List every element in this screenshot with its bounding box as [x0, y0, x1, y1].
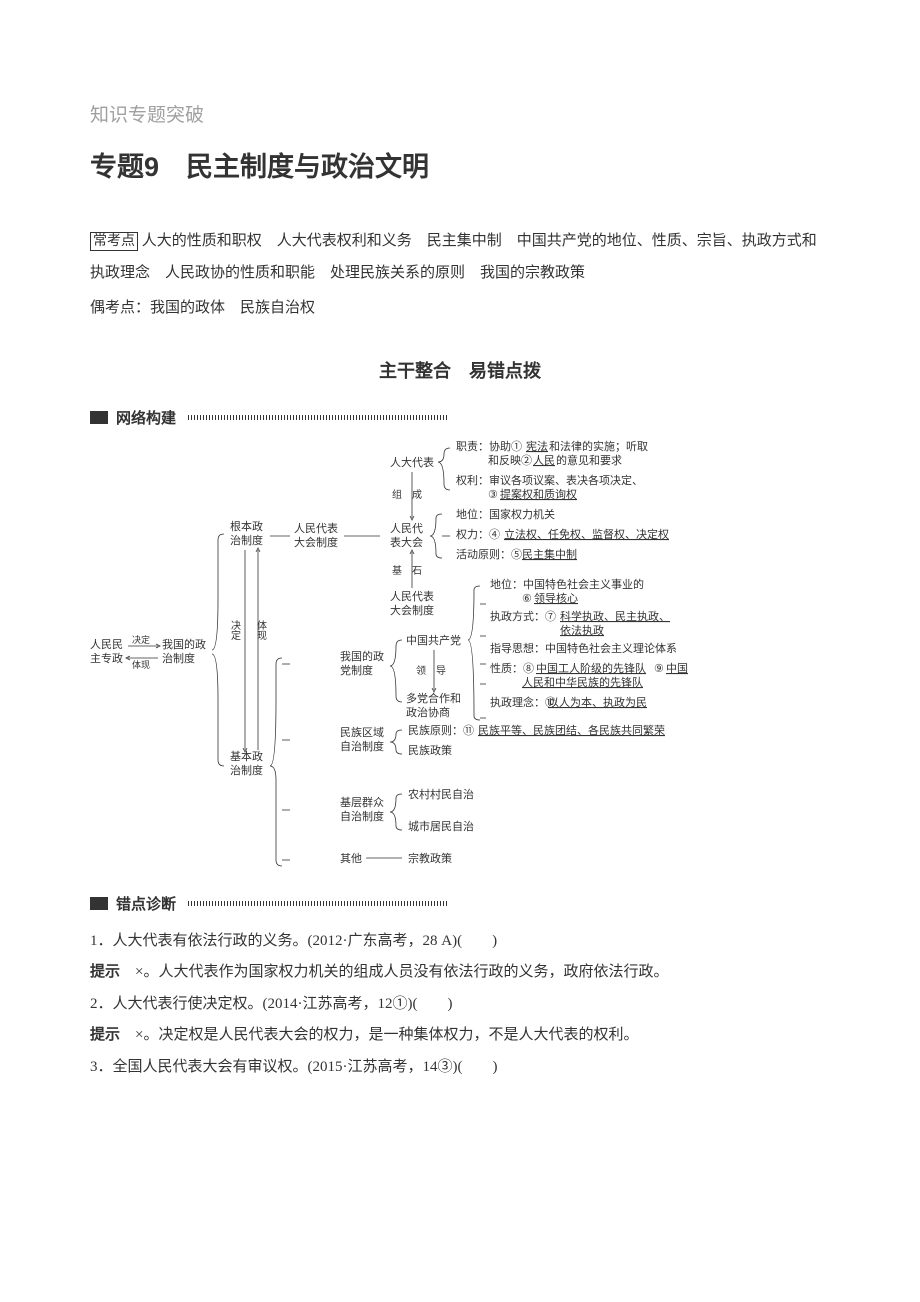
- subheader-errors-label: 错点诊断: [116, 893, 176, 914]
- svg-text:治制度: 治制度: [230, 763, 263, 777]
- svg-text:性质：⑧: 性质：⑧: [490, 661, 534, 675]
- svg-text:权利：审议各项议案、表决各项决定、: 权利：审议各项议案、表决各项决定、: [456, 473, 643, 487]
- svg-text:③: ③: [488, 489, 498, 501]
- svg-text:人民和中华民族的先锋队: 人民和中华民族的先锋队: [522, 675, 643, 689]
- svg-text:自治制度: 自治制度: [340, 809, 384, 823]
- svg-text:体现: 体现: [255, 619, 267, 639]
- svg-text:人民代表: 人民代表: [390, 589, 434, 603]
- subheader-network-label: 网络构建: [116, 407, 176, 428]
- subheader-network: 网络构建: [90, 407, 830, 428]
- svg-text:农村村民自治: 农村村民自治: [408, 787, 474, 801]
- frequent-text: 人大的性质和职权 人大代表权利和义务 民主集中制 中国共产党的地位、性质、宗旨、…: [90, 233, 817, 281]
- svg-text:的意见和要求: 的意见和要求: [556, 453, 622, 467]
- svg-text:提案权和质询权: 提案权和质询权: [500, 487, 577, 501]
- svg-text:人民: 人民: [533, 454, 555, 467]
- svg-text:中国工人阶级的先锋队: 中国工人阶级的先锋队: [536, 661, 646, 675]
- svg-text:依法执政: 依法执政: [560, 623, 604, 637]
- svg-text:政治协商: 政治协商: [406, 705, 450, 719]
- rare-text: 我国的政体 民族自治权: [150, 300, 315, 316]
- rare-points: 偶考点：我国的政体 民族自治权: [90, 293, 830, 325]
- breadcrumb: 知识专题突破: [90, 100, 830, 127]
- frequent-points: 常考点 人大的性质和职权 人大代表权利和义务 民主集中制 中国共产党的地位、性质…: [90, 226, 830, 289]
- page-title: 专题9 民主制度与政治文明: [90, 145, 830, 184]
- svg-text:根本政: 根本政: [230, 519, 263, 533]
- svg-text:治制度: 治制度: [162, 651, 195, 665]
- svg-text:领导核心: 领导核心: [534, 591, 578, 605]
- svg-text:民族原则：⑪: 民族原则：⑪: [408, 723, 474, 737]
- svg-text:民主集中制: 民主集中制: [522, 547, 577, 561]
- svg-text:大会制度: 大会制度: [390, 603, 434, 617]
- rare-label: 偶考点：: [90, 300, 150, 316]
- svg-text:表大会: 表大会: [390, 535, 423, 549]
- svg-text:人民民: 人民民: [90, 638, 123, 651]
- svg-text:立法权、任免权、监督权、决定权: 立法权、任免权、监督权、决定权: [504, 527, 669, 541]
- svg-text:权力：④: 权力：④: [456, 528, 500, 541]
- svg-text:执政方式：⑦: 执政方式：⑦: [490, 609, 556, 623]
- subheader-errors: 错点诊断: [90, 893, 830, 914]
- svg-text:中国共产党: 中国共产党: [406, 633, 461, 647]
- svg-text:指导思想：中国特色社会主义理论体系: 指导思想：中国特色社会主义理论体系: [490, 641, 677, 655]
- frequent-label: 常考点: [90, 232, 138, 251]
- svg-text:宗教政策: 宗教政策: [408, 851, 452, 865]
- square-icon: [90, 897, 108, 910]
- svg-text:和反映②: 和反映②: [488, 454, 532, 467]
- qa-q-2: 2．人大代表行使决定权。(2014·江苏高考，12①)( ): [90, 989, 830, 1021]
- svg-text:民族政策: 民族政策: [408, 743, 452, 757]
- svg-text:地位：国家权力机关: 地位：国家权力机关: [456, 507, 555, 521]
- svg-text:宪法: 宪法: [526, 440, 548, 453]
- svg-text:人大代表: 人大代表: [390, 455, 434, 469]
- svg-text:⑨: ⑨: [654, 663, 664, 675]
- divider-line: [188, 901, 448, 906]
- svg-text:基 石: 基 石: [392, 564, 422, 577]
- svg-text:基层群众: 基层群众: [340, 795, 384, 809]
- svg-text:中国: 中国: [666, 662, 688, 675]
- svg-text:我国的政: 我国的政: [340, 649, 384, 663]
- svg-text:执政理念：⑩: 执政理念：⑩: [490, 695, 556, 709]
- concept-diagram: 人民民 主专政 决定 体现 我国的政 治制度 根本政 治制度 基本政 治制度 决…: [90, 440, 830, 875]
- svg-text:大会制度: 大会制度: [294, 535, 338, 549]
- svg-text:科学执政、民主执政、: 科学执政、民主执政、: [560, 609, 670, 623]
- section-title: 主干整合 易错点拨: [90, 357, 830, 383]
- qa-list: 1．人大代表有依法行政的义务。(2012·广东高考，28 A)( ) 提示 ×。…: [90, 926, 830, 1084]
- divider-line: [188, 415, 448, 420]
- svg-text:决定: 决定: [229, 619, 241, 640]
- svg-text:基本政: 基本政: [230, 749, 263, 763]
- svg-text:⑥: ⑥: [522, 593, 532, 605]
- svg-text:活动原则：⑤: 活动原则：⑤: [456, 548, 522, 561]
- svg-text:民族区域: 民族区域: [340, 725, 384, 739]
- svg-text:主专政: 主专政: [90, 651, 123, 665]
- svg-text:我国的政: 我国的政: [162, 637, 206, 651]
- svg-text:城市居民自治: 城市居民自治: [408, 819, 474, 833]
- svg-text:治制度: 治制度: [230, 533, 263, 547]
- svg-text:组 成: 组 成: [392, 488, 422, 501]
- page: 知识专题突破 专题9 民主制度与政治文明 常考点 人大的性质和职权 人大代表权利…: [0, 0, 920, 1302]
- svg-text:其他: 其他: [340, 852, 362, 865]
- qa-a-2: 提示 ×。决定权是人民代表大会的权力，是一种集体权力，不是人大代表的权利。: [90, 1020, 830, 1052]
- svg-text:人民代表: 人民代表: [294, 521, 338, 535]
- svg-text:多党合作和: 多党合作和: [406, 691, 461, 705]
- svg-text:自治制度: 自治制度: [340, 739, 384, 753]
- svg-text:人民代: 人民代: [390, 522, 423, 535]
- svg-text:党制度: 党制度: [340, 663, 373, 677]
- svg-text:体现: 体现: [132, 659, 150, 670]
- svg-text:民族平等、民族团结、各民族共同繁荣: 民族平等、民族团结、各民族共同繁荣: [478, 723, 665, 737]
- svg-text:决定: 决定: [132, 634, 150, 645]
- qa-q-3: 3．全国人民代表大会有审议权。(2015·江苏高考，14③)( ): [90, 1052, 830, 1084]
- qa-q-1: 1．人大代表有依法行政的义务。(2012·广东高考，28 A)( ): [90, 926, 830, 958]
- qa-a-1: 提示 ×。人大代表作为国家权力机关的组成人员没有依法行政的义务，政府依法行政。: [90, 957, 830, 989]
- svg-text:以人为本、执政为民: 以人为本、执政为民: [548, 695, 647, 709]
- svg-text:和法律的实施；听取: 和法律的实施；听取: [549, 440, 648, 453]
- svg-text:领 导: 领 导: [416, 664, 446, 677]
- svg-text:职责：协助①: 职责：协助①: [456, 440, 522, 453]
- square-icon: [90, 411, 108, 424]
- svg-text:地位：中国特色社会主义事业的: 地位：中国特色社会主义事业的: [490, 577, 644, 591]
